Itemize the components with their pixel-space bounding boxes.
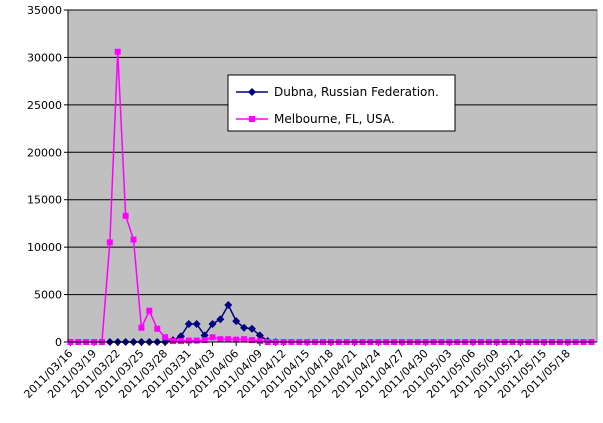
data-point (193, 337, 200, 344)
data-point (216, 315, 225, 324)
y-tick-label: 0 (55, 336, 62, 349)
data-point (177, 338, 184, 345)
data-point (240, 323, 249, 332)
data-point (154, 325, 161, 332)
y-tick-label: 10000 (27, 241, 62, 254)
y-tick-label: 25000 (27, 99, 62, 112)
data-point (217, 336, 224, 343)
data-point (130, 236, 137, 243)
plot-area (67, 9, 598, 343)
data-point (184, 319, 193, 328)
data-point (114, 48, 121, 55)
legend-label: Dubna, Russian Federation. (274, 85, 439, 99)
data-point (225, 336, 232, 343)
data-point (209, 334, 216, 341)
data-point (106, 239, 113, 246)
data-point (232, 317, 241, 326)
data-point (192, 319, 201, 328)
y-tick-label: 15000 (27, 194, 62, 207)
legend (227, 74, 456, 132)
data-point (249, 116, 255, 122)
data-point (146, 307, 153, 314)
data-point (247, 324, 256, 333)
data-point (208, 319, 217, 328)
data-point (241, 336, 248, 343)
data-point (248, 337, 255, 344)
data-point (185, 337, 192, 344)
data-point (224, 301, 233, 310)
y-tick-label: 5000 (34, 289, 62, 302)
data-point (248, 88, 256, 96)
data-point (233, 336, 240, 343)
y-tick-label: 20000 (27, 146, 62, 159)
y-tick-label: 35000 (27, 4, 62, 17)
data-point (256, 338, 263, 345)
data-point (201, 337, 208, 344)
data-point (162, 334, 169, 341)
data-point (170, 338, 177, 345)
data-point (122, 212, 129, 219)
data-point (138, 324, 145, 331)
data-point (255, 331, 264, 340)
legend-label: Melbourne, FL, USA. (274, 112, 395, 126)
y-tick-label: 30000 (27, 51, 62, 64)
